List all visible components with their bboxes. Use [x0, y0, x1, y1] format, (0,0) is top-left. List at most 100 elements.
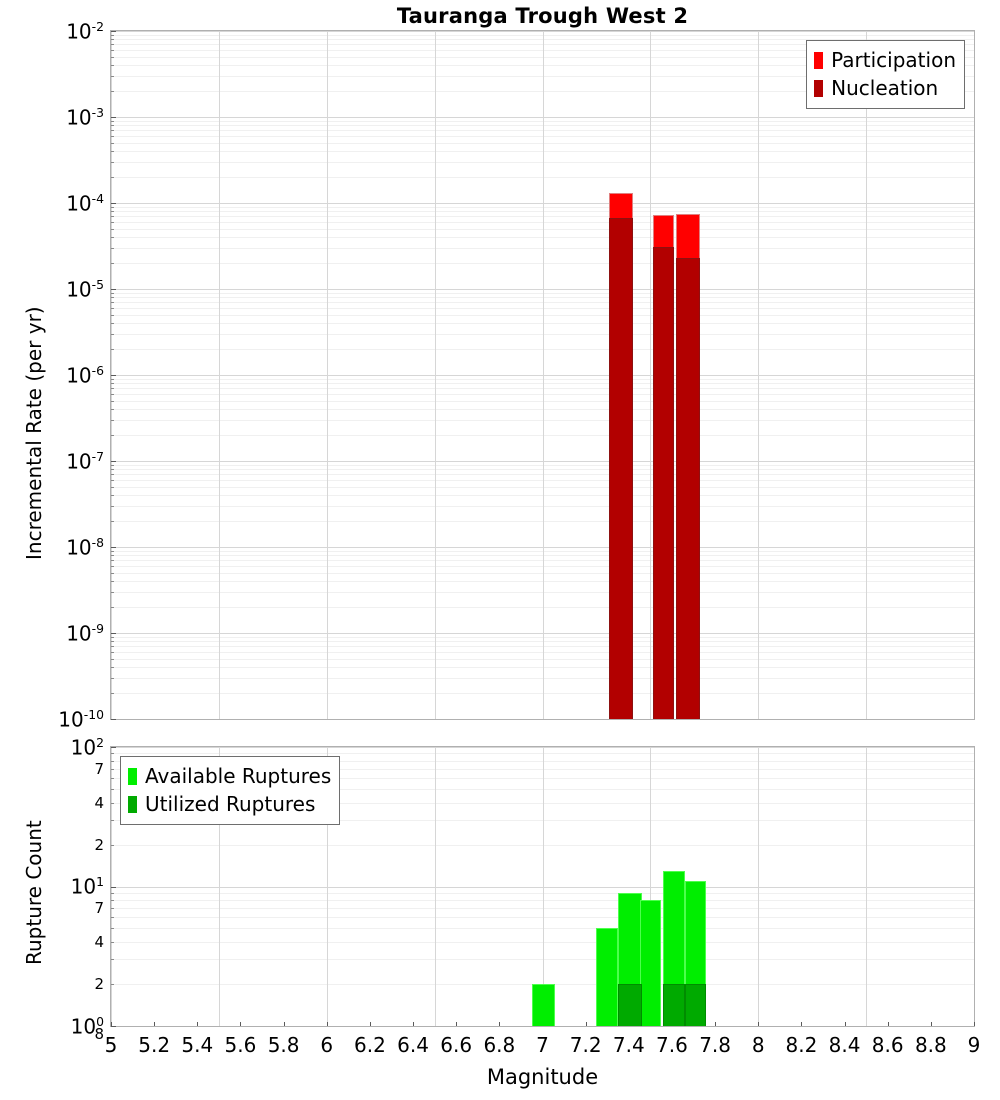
y-tick-mark-minor — [111, 349, 114, 351]
x-tick-label: 8.2 — [785, 1033, 818, 1057]
y-tick-mark-minor — [111, 228, 114, 230]
gridline-vertical — [434, 747, 436, 1026]
incremental-rate-y-axis-label: Incremental Rate (per yr) — [22, 306, 46, 560]
x-tick-label: 5 — [104, 1033, 118, 1057]
utilized-ruptures-bar — [618, 984, 642, 1026]
y-tick-mark-minor — [111, 521, 114, 523]
y-tick-mark-minor — [111, 206, 114, 208]
x-tick-label: 6.4 — [397, 1033, 429, 1057]
y-tick-mark-minor — [111, 572, 114, 574]
y-tick-mark — [111, 719, 116, 720]
legend-label-available-ruptures: Available Ruptures — [145, 764, 332, 788]
legend-item-nucleation: Nucleation — [814, 74, 956, 102]
gridline-vertical — [542, 747, 544, 1026]
x-tick-mark — [154, 1022, 156, 1026]
legend-item-available-ruptures: Available Ruptures — [128, 762, 331, 790]
y-tick-mark-minor — [111, 753, 114, 755]
x-tick-mark — [801, 1022, 803, 1026]
y-tick-mark-minor — [111, 400, 114, 402]
y-tick-mark-minor — [111, 308, 114, 310]
y-tick-mark-minor — [111, 942, 114, 943]
gridline-vertical — [650, 31, 652, 719]
y-tick-mark-minor — [111, 247, 114, 249]
y-tick-mark-minor — [111, 302, 114, 304]
y-tick-mark-minor — [111, 560, 114, 562]
x-tick-mark — [930, 1022, 932, 1026]
y-tick-mark-minor — [111, 39, 114, 41]
x-tick-mark — [715, 1022, 717, 1026]
y-tick-mark-minor — [111, 409, 114, 411]
x-tick-label: 6.6 — [440, 1033, 473, 1057]
y-tick-mark-minor — [111, 555, 114, 557]
y-tick-mark-minor — [111, 388, 114, 390]
x-tick-label: 8 — [751, 1033, 765, 1057]
y-tick-mark-minor — [111, 607, 114, 609]
y-tick-mark-minor — [111, 667, 114, 669]
x-tick-mark — [758, 1022, 760, 1026]
y-tick-mark-minor — [111, 581, 114, 583]
x-tick-label: 8.8 — [914, 1033, 947, 1057]
y-tick-mark — [111, 1026, 116, 1027]
y-tick-label: 10-5 — [66, 276, 104, 302]
y-tick-label: 10-6 — [66, 362, 104, 388]
chart-title: Tauranga Trough West 2 — [396, 4, 689, 28]
y-tick-mark-minor — [111, 469, 114, 471]
y-tick-mark-minor — [111, 222, 114, 224]
y-tick-mark-minor — [111, 566, 114, 568]
y-tick-mark-minor — [111, 211, 114, 213]
x-tick-label: 8.4 — [828, 1033, 861, 1057]
y-tick-label-minor: 7 — [94, 759, 104, 778]
y-tick-mark-minor — [111, 75, 114, 77]
y-tick-label: 10-3 — [66, 104, 104, 130]
y-tick-mark-minor — [111, 677, 114, 679]
y-tick-mark-minor — [111, 263, 114, 265]
y-tick-mark-minor — [111, 120, 114, 122]
y-tick-label: 10-8 — [66, 534, 104, 560]
x-tick-mark — [197, 1022, 199, 1026]
legend-item-utilized-ruptures: Utilized Ruptures — [128, 790, 331, 818]
y-tick-mark-minor — [111, 161, 114, 163]
gridline-vertical — [326, 31, 328, 719]
rupture-count-axes: Available Ruptures Utilized Ruptures 100… — [71, 735, 981, 1057]
y-tick-mark-minor — [111, 819, 114, 821]
y-tick-mark-minor — [111, 130, 114, 132]
y-tick-mark-minor — [111, 646, 114, 648]
y-tick-label: 100 — [70, 1013, 104, 1039]
y-tick-label-minor: 7 — [94, 899, 104, 918]
y-tick-mark-minor — [111, 378, 114, 380]
gridline-vertical — [326, 747, 328, 1026]
y-tick-mark-minor — [111, 151, 114, 153]
x-tick-mark — [499, 1022, 501, 1026]
x-tick-label: 5.2 — [138, 1033, 171, 1057]
y-tick-mark-minor — [111, 768, 114, 770]
y-tick-mark-minor — [111, 480, 114, 482]
y-tick-label-minor: 4 — [94, 793, 104, 812]
x-tick-label: 7.2 — [569, 1033, 602, 1057]
y-tick-mark-minor — [111, 56, 114, 58]
y-tick-label-minor: 8 — [94, 1025, 104, 1043]
x-tick-mark — [283, 1022, 285, 1026]
y-tick-mark-minor — [111, 636, 114, 638]
x-tick-mark — [844, 1022, 846, 1026]
y-tick-mark — [111, 203, 116, 204]
y-tick-mark-minor — [111, 550, 114, 552]
y-tick-mark-minor — [111, 495, 114, 497]
utilized-ruptures-bar — [684, 984, 707, 1026]
y-tick-mark-minor — [111, 464, 114, 466]
x-tick-mark — [326, 1022, 328, 1026]
available-ruptures-swatch-icon — [128, 767, 137, 785]
x-tick-label: 6.8 — [483, 1033, 516, 1057]
x-tick-label: 9 — [967, 1033, 981, 1057]
gridline-vertical — [434, 31, 436, 719]
x-tick-label: 7.8 — [699, 1033, 731, 1057]
incremental-rate-legend: Participation Nucleation — [806, 40, 965, 109]
x-axis-label: Magnitude — [486, 1065, 599, 1089]
y-tick-mark-minor — [111, 216, 114, 218]
y-tick-label: 10-7 — [66, 448, 104, 474]
gridline-vertical — [218, 31, 220, 719]
y-tick-mark-minor — [111, 984, 114, 985]
y-tick-mark — [111, 547, 116, 548]
y-tick-mark-minor — [111, 314, 114, 316]
x-tick-label: 7.4 — [612, 1033, 645, 1057]
